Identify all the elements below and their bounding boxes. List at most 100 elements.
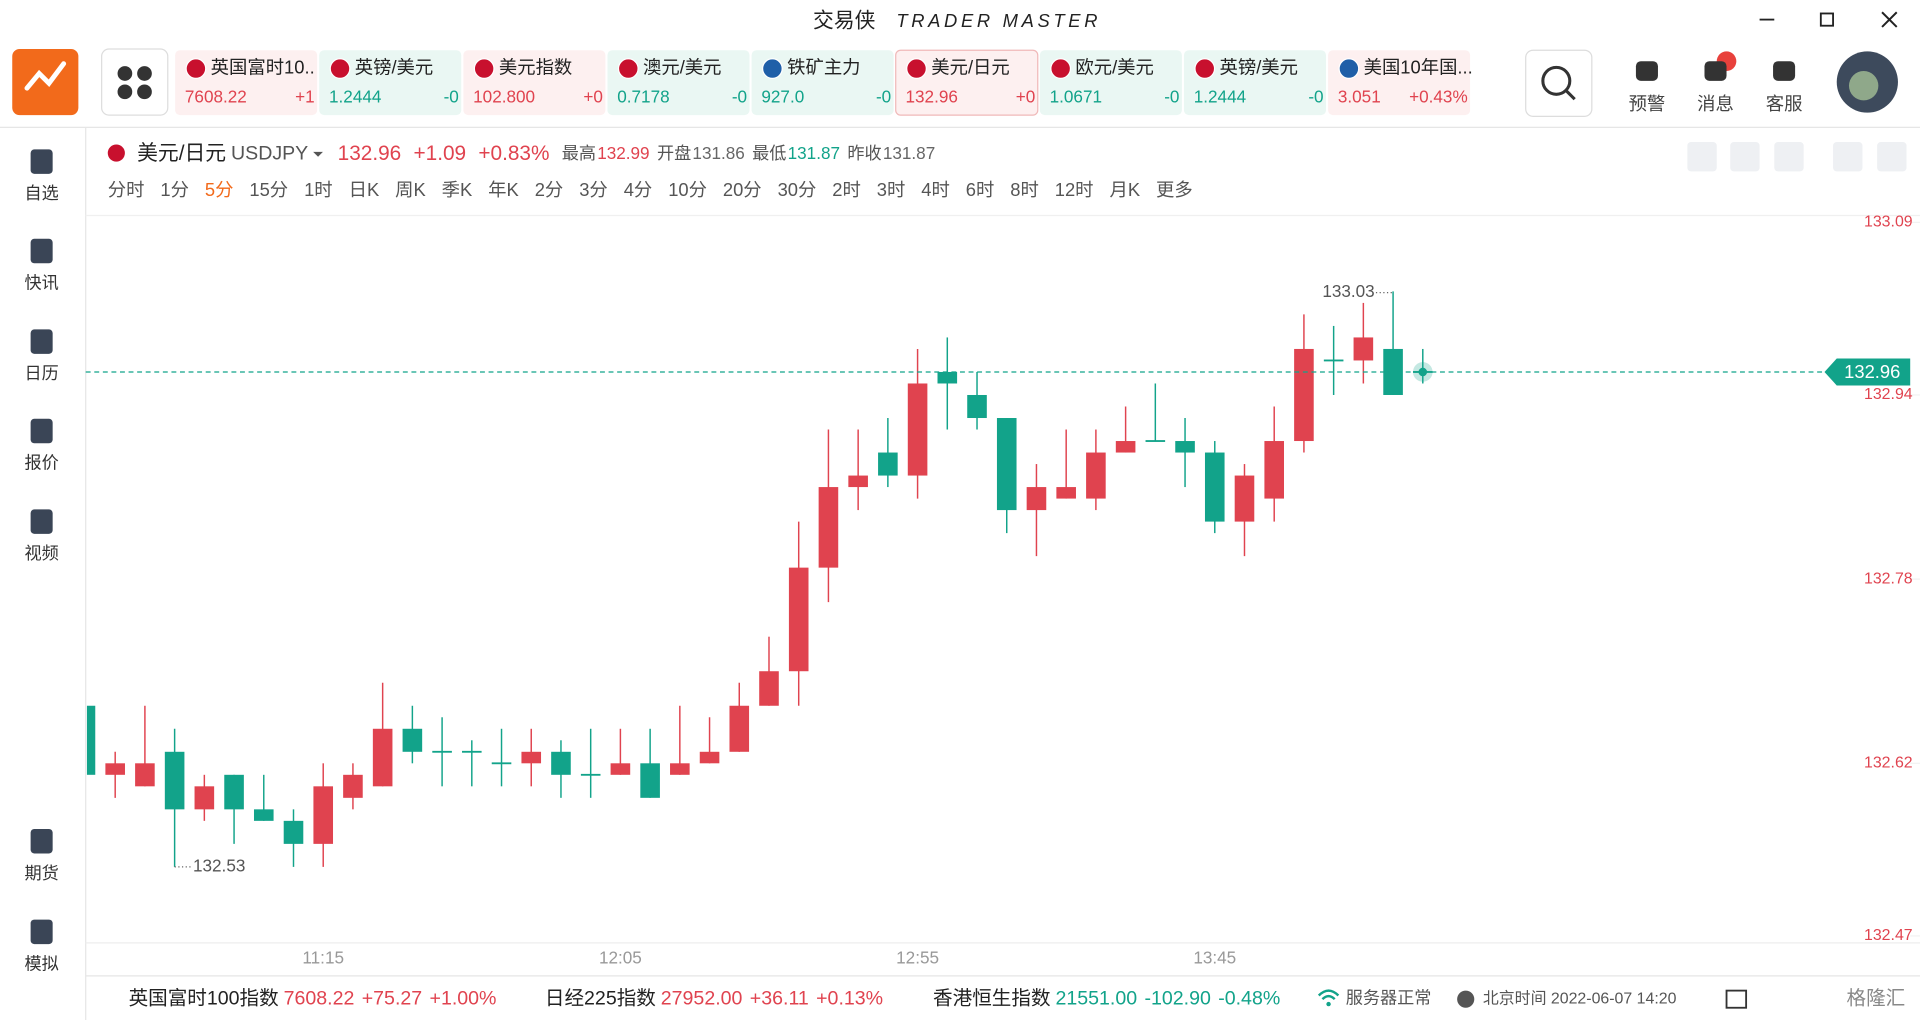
ticker-change: -0 <box>732 86 747 106</box>
ticker-card[interactable] <box>1328 50 1471 116</box>
ticker-change: +0 <box>1016 86 1036 106</box>
x-tick-label: 13:45 <box>1193 947 1236 967</box>
candle-body <box>759 671 779 706</box>
plot <box>86 291 1433 867</box>
timeframe-option[interactable]: 周K <box>395 179 426 200</box>
y-tick-label: 132.47 <box>1864 927 1913 944</box>
ticker-flag <box>1338 58 1360 79</box>
timeframe-option[interactable]: 1时 <box>304 179 333 200</box>
last-price-label: 132.96 <box>1844 361 1900 382</box>
ticker-card[interactable] <box>1183 50 1326 116</box>
timeframe-option[interactable]: 5分 <box>205 179 234 200</box>
chart-tool-button[interactable] <box>1730 142 1760 172</box>
timeframe-option[interactable]: 4时 <box>921 179 950 200</box>
ticker-name: 欧元/美元 <box>1075 56 1154 77</box>
ticker-card[interactable] <box>751 50 894 116</box>
action-icon[interactable] <box>1773 61 1796 81</box>
apps-button[interactable] <box>101 48 169 116</box>
timeframe-option[interactable]: 季K <box>442 179 473 200</box>
ticker-name: 澳元/美元 <box>643 56 722 77</box>
ticker-change: +1 <box>295 86 315 106</box>
timeframe-option[interactable]: 日K <box>349 179 380 200</box>
candle-body <box>907 383 928 476</box>
ticker-name: 美元指数 <box>499 56 572 77</box>
close-button[interactable] <box>1881 11 1898 28</box>
sidebar-icon[interactable] <box>30 919 53 945</box>
timeframe-option[interactable]: 3分 <box>579 179 608 200</box>
quote-change-pct: +0.83% <box>478 142 549 165</box>
ticker-card[interactable] <box>463 50 606 116</box>
timeframe-option[interactable]: 月K <box>1109 179 1140 200</box>
chart-tool-button[interactable] <box>1877 142 1907 172</box>
chart-tool-button[interactable] <box>1833 142 1863 172</box>
restore-button[interactable] <box>1819 12 1834 27</box>
ticker-card[interactable] <box>607 50 750 116</box>
ticker-flag <box>185 58 207 79</box>
ticker-card[interactable] <box>319 50 462 116</box>
fullscreen-button[interactable] <box>1725 989 1748 1009</box>
sidebar-icon[interactable] <box>30 329 53 354</box>
timeframe-option[interactable]: 更多 <box>1156 179 1193 200</box>
stat-label: 最低 <box>752 143 786 163</box>
sidebar-icon[interactable] <box>30 238 53 264</box>
symbol-dropdown[interactable] <box>313 151 323 157</box>
ticker-price: 102.800 <box>473 86 535 106</box>
chart-tool-button[interactable] <box>1687 142 1717 172</box>
timeframe-option[interactable]: 15分 <box>249 179 288 200</box>
candle-body <box>253 809 274 821</box>
action-icon[interactable] <box>1704 61 1727 81</box>
timeframe-option[interactable]: 12时 <box>1055 179 1094 200</box>
ticker-card[interactable] <box>1039 50 1182 116</box>
sidebar-label: 快讯 <box>25 273 59 293</box>
candle-body <box>878 452 898 476</box>
sidebar-icon[interactable] <box>30 418 53 444</box>
timeframe-option[interactable]: 30分 <box>778 179 817 200</box>
app-name: 交易侠 <box>813 10 876 33</box>
timeframe-option[interactable]: 2分 <box>535 179 564 200</box>
footer-index-pct: +1.00% <box>430 987 497 1009</box>
wifi-dot <box>1326 1001 1331 1007</box>
candle-body <box>194 786 215 810</box>
quote-name: 美元/日元 <box>137 142 226 165</box>
timeframe-option[interactable]: 8时 <box>1010 179 1039 200</box>
timeframe-option[interactable]: 3时 <box>877 179 906 200</box>
timeframe-option[interactable]: 年K <box>488 179 519 200</box>
sidebar-icon[interactable] <box>30 509 53 534</box>
ticker-name: 美国10年国... <box>1364 56 1473 77</box>
candle-body <box>1056 487 1076 499</box>
candle-body <box>1353 337 1374 361</box>
footer-index-pct: -0.48% <box>1218 987 1280 1009</box>
candle-body <box>788 567 809 672</box>
timeframe-option[interactable]: 20分 <box>723 179 762 200</box>
candle-body <box>1323 359 1344 362</box>
apps-icon <box>117 66 152 100</box>
candle-body <box>848 475 868 488</box>
ticker-card[interactable] <box>895 49 1039 116</box>
candle-body <box>1264 441 1284 499</box>
timeframe-option[interactable]: 分时 <box>108 179 145 200</box>
clock: 北京时间 2022-06-07 14:20 <box>1483 989 1677 1007</box>
stat-label: 最高 <box>562 143 596 163</box>
chart-tool-button[interactable] <box>1774 142 1804 172</box>
timeframe-option[interactable]: 1分 <box>160 179 189 200</box>
search-icon <box>1541 65 1572 96</box>
timeframe-option[interactable]: 6时 <box>966 179 995 200</box>
ticker-change: -0 <box>1164 86 1179 106</box>
ticker-card[interactable] <box>175 50 318 116</box>
ticker-name: 美元/日元 <box>931 56 1010 77</box>
stat-value: 131.86 <box>692 143 744 163</box>
ticker-price: 927.0 <box>761 86 804 106</box>
timeframe-option[interactable]: 4分 <box>624 179 653 200</box>
footer-index-name: 香港恒生指数 <box>933 987 1051 1009</box>
candle-body <box>640 763 660 798</box>
ticker-flag <box>761 58 783 79</box>
sidebar-icon[interactable] <box>30 828 53 854</box>
timeframe-option[interactable]: 2时 <box>832 179 861 200</box>
ticker-change: +0 <box>583 86 603 106</box>
action-icon[interactable] <box>1635 61 1658 81</box>
quote-flag <box>107 144 125 162</box>
search-button[interactable] <box>1525 49 1593 117</box>
sidebar-icon[interactable] <box>30 149 53 174</box>
timeframe-option[interactable]: 10分 <box>668 179 707 200</box>
